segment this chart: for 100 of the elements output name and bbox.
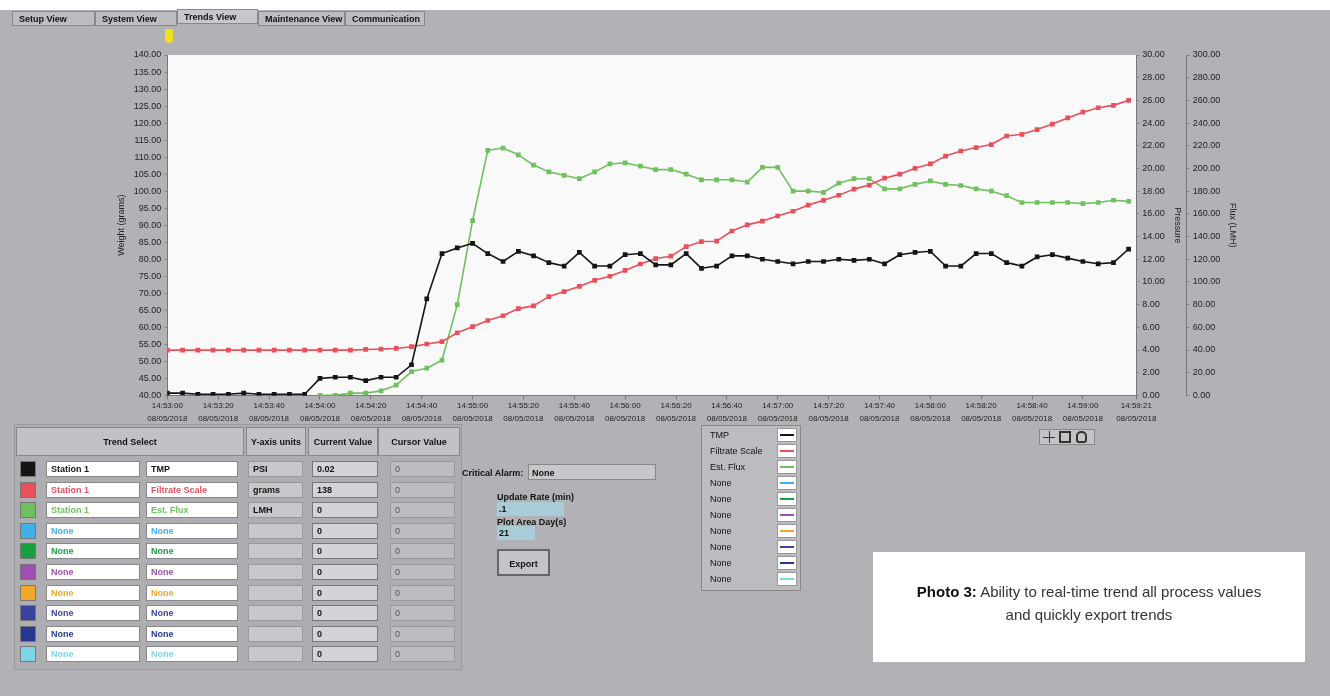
text: 21 — [497, 526, 535, 540]
y3-tick-label: 80.00 — [1192, 299, 1216, 310]
y3-tick-label: 140.00 — [1192, 231, 1221, 242]
point — [409, 369, 414, 374]
text: Export — [497, 549, 550, 576]
x-tick-label: 14:59:21 — [1120, 401, 1153, 411]
y2-tick-label: 18.00 — [1142, 185, 1165, 196]
x-tick-label: 14:56:40 — [711, 401, 743, 411]
point — [1095, 200, 1101, 205]
text: Maintenance View — [258, 11, 345, 26]
y3-tick-label: 240.00 — [1192, 117, 1221, 128]
y3-tick-label: 220.00 — [1192, 140, 1221, 151]
text: PSI — [248, 461, 303, 477]
point — [348, 390, 353, 396]
y2-tick-label: 16.00 — [1142, 208, 1165, 219]
y3-tick-label: 100.00 — [1192, 276, 1221, 287]
point — [515, 152, 521, 158]
x-tick-label: 14:53:20 — [202, 401, 235, 411]
x-tick-label: 14:54:00 — [304, 401, 337, 411]
y2-tick-label: 30.00 — [1142, 49, 1165, 60]
point — [1126, 199, 1132, 204]
y3-tick-label: 40.00 — [1192, 344, 1216, 355]
text: None — [46, 584, 140, 601]
x-tick-label: 14:59:00 — [1067, 401, 1099, 411]
point — [531, 162, 536, 168]
text: Est. Flux — [710, 462, 746, 472]
x-tick-label: 14:53:00 — [151, 401, 184, 411]
x-tick-label: 14:56:00 — [609, 401, 642, 411]
text: 0 — [312, 564, 378, 580]
point — [1065, 200, 1071, 205]
text: 08/05/2018 — [605, 414, 646, 424]
text: .1 — [497, 502, 564, 516]
y3-axis-title: Flux (LMH) — [1228, 202, 1239, 248]
y3-tick-label: 280.00 — [1192, 72, 1221, 83]
y-tick-label: 40.00 — [138, 389, 162, 400]
text: 0 — [390, 605, 455, 622]
legend-label: None — [146, 564, 238, 580]
y-tick-label: 80.00 — [138, 253, 162, 264]
text: Plot Area Day(s) — [497, 517, 567, 527]
y-tick-label: 70.00 — [138, 287, 162, 298]
point — [363, 390, 369, 396]
text: 08/05/2018 — [299, 414, 340, 424]
text: Station 1 — [46, 481, 140, 498]
point — [821, 189, 826, 195]
y-tick-label: 90.00 — [138, 219, 162, 230]
point — [805, 188, 811, 194]
y-tick-label: 85.00 — [138, 236, 162, 247]
point — [546, 169, 552, 175]
y-axis-title: Weight (grams) — [115, 194, 126, 256]
text: Update Rate (min) — [497, 492, 575, 502]
text: Communication — [345, 11, 425, 26]
text: Est. Flux — [146, 502, 238, 519]
text: 0 — [390, 625, 455, 642]
y2-tick-label: 22.00 — [1142, 140, 1165, 151]
text: 08/05/2018 — [910, 414, 951, 424]
point — [638, 163, 643, 169]
point — [988, 188, 994, 194]
legend-label: None — [146, 625, 238, 642]
text: Trends View — [177, 9, 258, 24]
y2-tick-label: 8.00 — [1142, 299, 1160, 310]
point — [470, 218, 475, 224]
y-tick-label: 105.00 — [133, 168, 162, 179]
text: 0 — [390, 522, 455, 539]
y2-tick-label: 10.00 — [1142, 276, 1165, 287]
point — [866, 176, 872, 182]
y2-tick-label: 12.00 — [1142, 253, 1165, 264]
text: Station 1 — [46, 461, 140, 477]
y2-tick-label: 28.00 — [1142, 72, 1165, 83]
y2-tick-label: 2.00 — [1142, 367, 1160, 378]
point — [1004, 193, 1009, 199]
y2-tick-label: 20.00 — [1142, 162, 1165, 173]
point — [1111, 197, 1116, 203]
legend-label: None — [146, 605, 238, 622]
legend-label: None — [146, 584, 238, 601]
y2-tick-label: 24.00 — [1142, 117, 1165, 128]
text: 0 — [390, 646, 455, 663]
x-tick-label: 14:58:40 — [1016, 401, 1049, 411]
text: 0 — [312, 605, 378, 622]
text: grams — [248, 481, 303, 498]
text: 08/05/2018 — [859, 414, 900, 424]
text: None — [710, 526, 732, 536]
x-tick-label: 14:54:20 — [355, 401, 387, 411]
x-tick-label: 14:55:40 — [558, 401, 591, 411]
text: TMP — [710, 430, 729, 440]
y3-tick-label: 120.00 — [1192, 253, 1221, 264]
point — [928, 178, 933, 184]
text: 08/05/2018 — [198, 414, 239, 424]
y-tick-label: 135.00 — [133, 66, 162, 77]
point — [744, 179, 750, 185]
text: 0 — [390, 584, 455, 601]
y-tick-label: 110.00 — [134, 151, 162, 162]
text: 0 — [312, 522, 378, 539]
y2-tick-label: 26.00 — [1142, 94, 1165, 105]
point — [1080, 201, 1086, 206]
y-tick-label: 50.00 — [138, 355, 162, 366]
text: 08/05/2018 — [757, 414, 798, 424]
x-tick-label: 14:54:40 — [406, 401, 438, 411]
text: 0 — [390, 543, 455, 560]
point — [622, 160, 628, 166]
point — [439, 357, 445, 363]
